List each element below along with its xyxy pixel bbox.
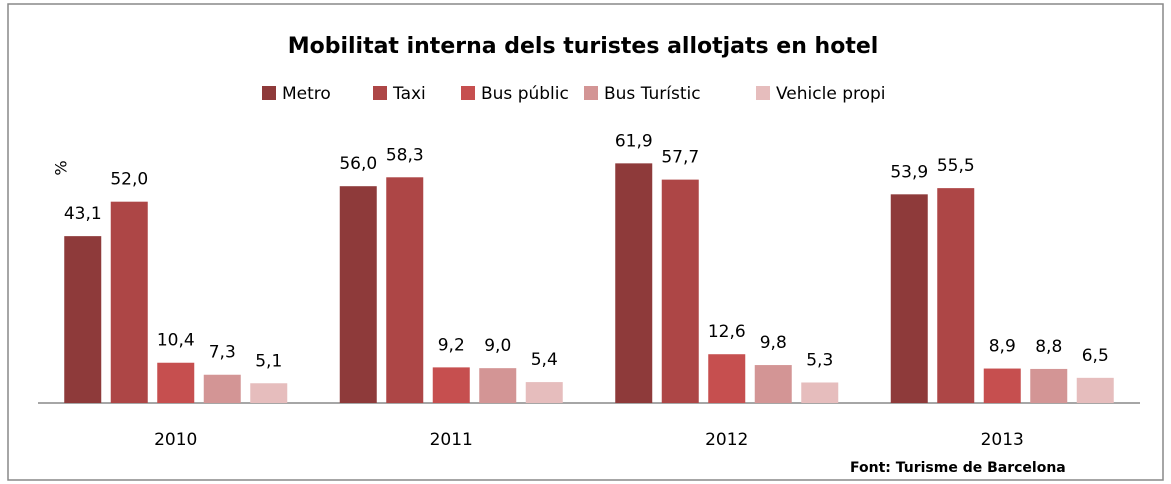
- legend-label: Vehicle propi: [776, 84, 886, 104]
- bar: [937, 188, 975, 403]
- data-label: 52,0: [110, 170, 148, 190]
- legend-swatch: [262, 86, 276, 100]
- bar: [250, 383, 288, 403]
- data-label: 9,0: [484, 336, 511, 356]
- bar: [386, 177, 424, 403]
- data-label: 58,3: [386, 145, 424, 165]
- data-label: 5,4: [531, 350, 558, 370]
- bar: [1076, 377, 1114, 403]
- x-tick-label: 2010: [154, 430, 197, 450]
- bar: [615, 163, 653, 403]
- data-label: 10,4: [157, 331, 195, 351]
- legend-label: Taxi: [392, 84, 426, 104]
- x-tick-label: 2012: [705, 430, 748, 450]
- data-label: 9,2: [438, 335, 465, 355]
- bar: [64, 236, 102, 403]
- data-label: 55,5: [937, 156, 975, 176]
- bar: [525, 382, 563, 403]
- data-label: 5,3: [806, 350, 833, 370]
- bar: [754, 365, 792, 403]
- data-label: 9,8: [760, 333, 787, 353]
- data-label: 5,1: [255, 351, 282, 371]
- legend-label: Bus Turístic: [604, 84, 701, 104]
- bar: [339, 186, 377, 403]
- legend-swatch: [756, 86, 770, 100]
- bar: [157, 362, 195, 403]
- bar: [1030, 368, 1068, 403]
- legend-swatch: [373, 86, 387, 100]
- data-label: 57,7: [661, 148, 699, 168]
- data-label: 53,9: [890, 162, 928, 182]
- legend-swatch: [461, 86, 475, 100]
- bar: [110, 201, 148, 403]
- bar: [479, 368, 517, 403]
- data-label: 56,0: [339, 154, 377, 174]
- legend-label: Bus públic: [481, 84, 569, 104]
- legend-label: Metro: [282, 84, 331, 104]
- bar: [661, 179, 699, 403]
- y-axis-label: %: [52, 160, 71, 175]
- bar: [203, 374, 241, 403]
- x-tick-label: 2013: [981, 430, 1024, 450]
- chart-title: Mobilitat interna dels turistes allotjat…: [288, 34, 879, 59]
- source-note: Font: Turisme de Barcelona: [850, 460, 1066, 476]
- bar: [708, 354, 746, 403]
- data-label: 6,5: [1082, 346, 1109, 366]
- bar: [801, 382, 839, 403]
- data-label: 12,6: [708, 322, 746, 342]
- chart-border: [7, 3, 1164, 481]
- bar: [890, 194, 928, 403]
- x-tick-label: 2011: [430, 430, 473, 450]
- bar: [983, 368, 1021, 403]
- bar: [432, 367, 470, 403]
- data-label: 61,9: [615, 131, 653, 151]
- data-label: 8,8: [1035, 337, 1062, 357]
- data-label: 8,9: [989, 337, 1016, 357]
- legend-swatch: [584, 86, 598, 100]
- data-label: 43,1: [64, 204, 102, 224]
- data-label: 7,3: [209, 343, 236, 363]
